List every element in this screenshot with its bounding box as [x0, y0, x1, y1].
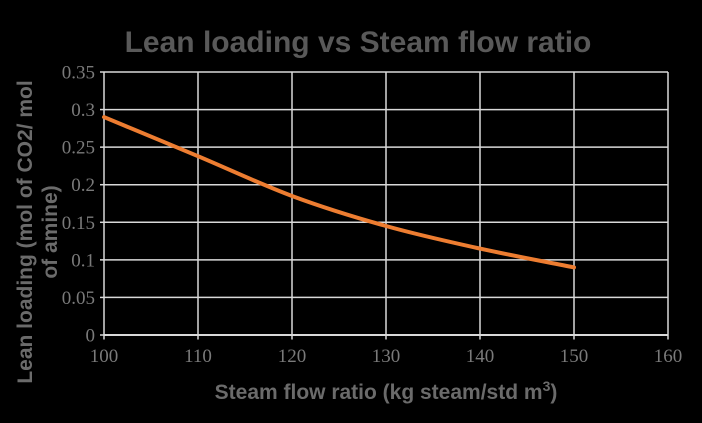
x-tick-label: 100	[90, 346, 119, 367]
x-tick-label: 120	[278, 346, 307, 367]
y-axis-title-line1: Lean loading (mol of CO2/ mol	[14, 80, 37, 383]
chart-title: Lean loading vs Steam flow ratio	[125, 26, 592, 59]
x-tick-label: 150	[560, 346, 589, 367]
x-tick-label: 140	[466, 346, 495, 367]
y-tick-label: 0	[86, 326, 96, 347]
y-tick-label: 0.15	[62, 213, 95, 234]
gridlines	[100, 71, 669, 340]
x-axis-title-close: )	[550, 381, 557, 404]
x-tick-label: 110	[184, 346, 212, 367]
tick-labels: 100 110 120 130 140 150 160 0 0.05 0.1 0.15 0.2 0.25…	[62, 63, 683, 368]
x-axis-title-superscript: 3	[543, 378, 551, 394]
y-tick-label: 0.35	[62, 63, 95, 84]
x-axis-title-main: Steam flow ratio (kg steam/std m	[215, 381, 543, 404]
y-axis-title-line2: of amine)	[39, 185, 62, 278]
y-tick-label: 0.3	[71, 100, 95, 121]
y-tick-label: 0.05	[62, 288, 95, 309]
y-tick-label: 0.25	[62, 138, 95, 159]
x-axis-title: Steam flow ratio (kg steam/std m3)	[215, 378, 558, 404]
series-line	[102, 115, 576, 270]
x-tick-label: 160	[654, 346, 683, 367]
y-tick-label: 0.1	[71, 250, 95, 271]
x-tick-label: 130	[372, 346, 401, 367]
y-tick-label: 0.2	[71, 175, 95, 196]
